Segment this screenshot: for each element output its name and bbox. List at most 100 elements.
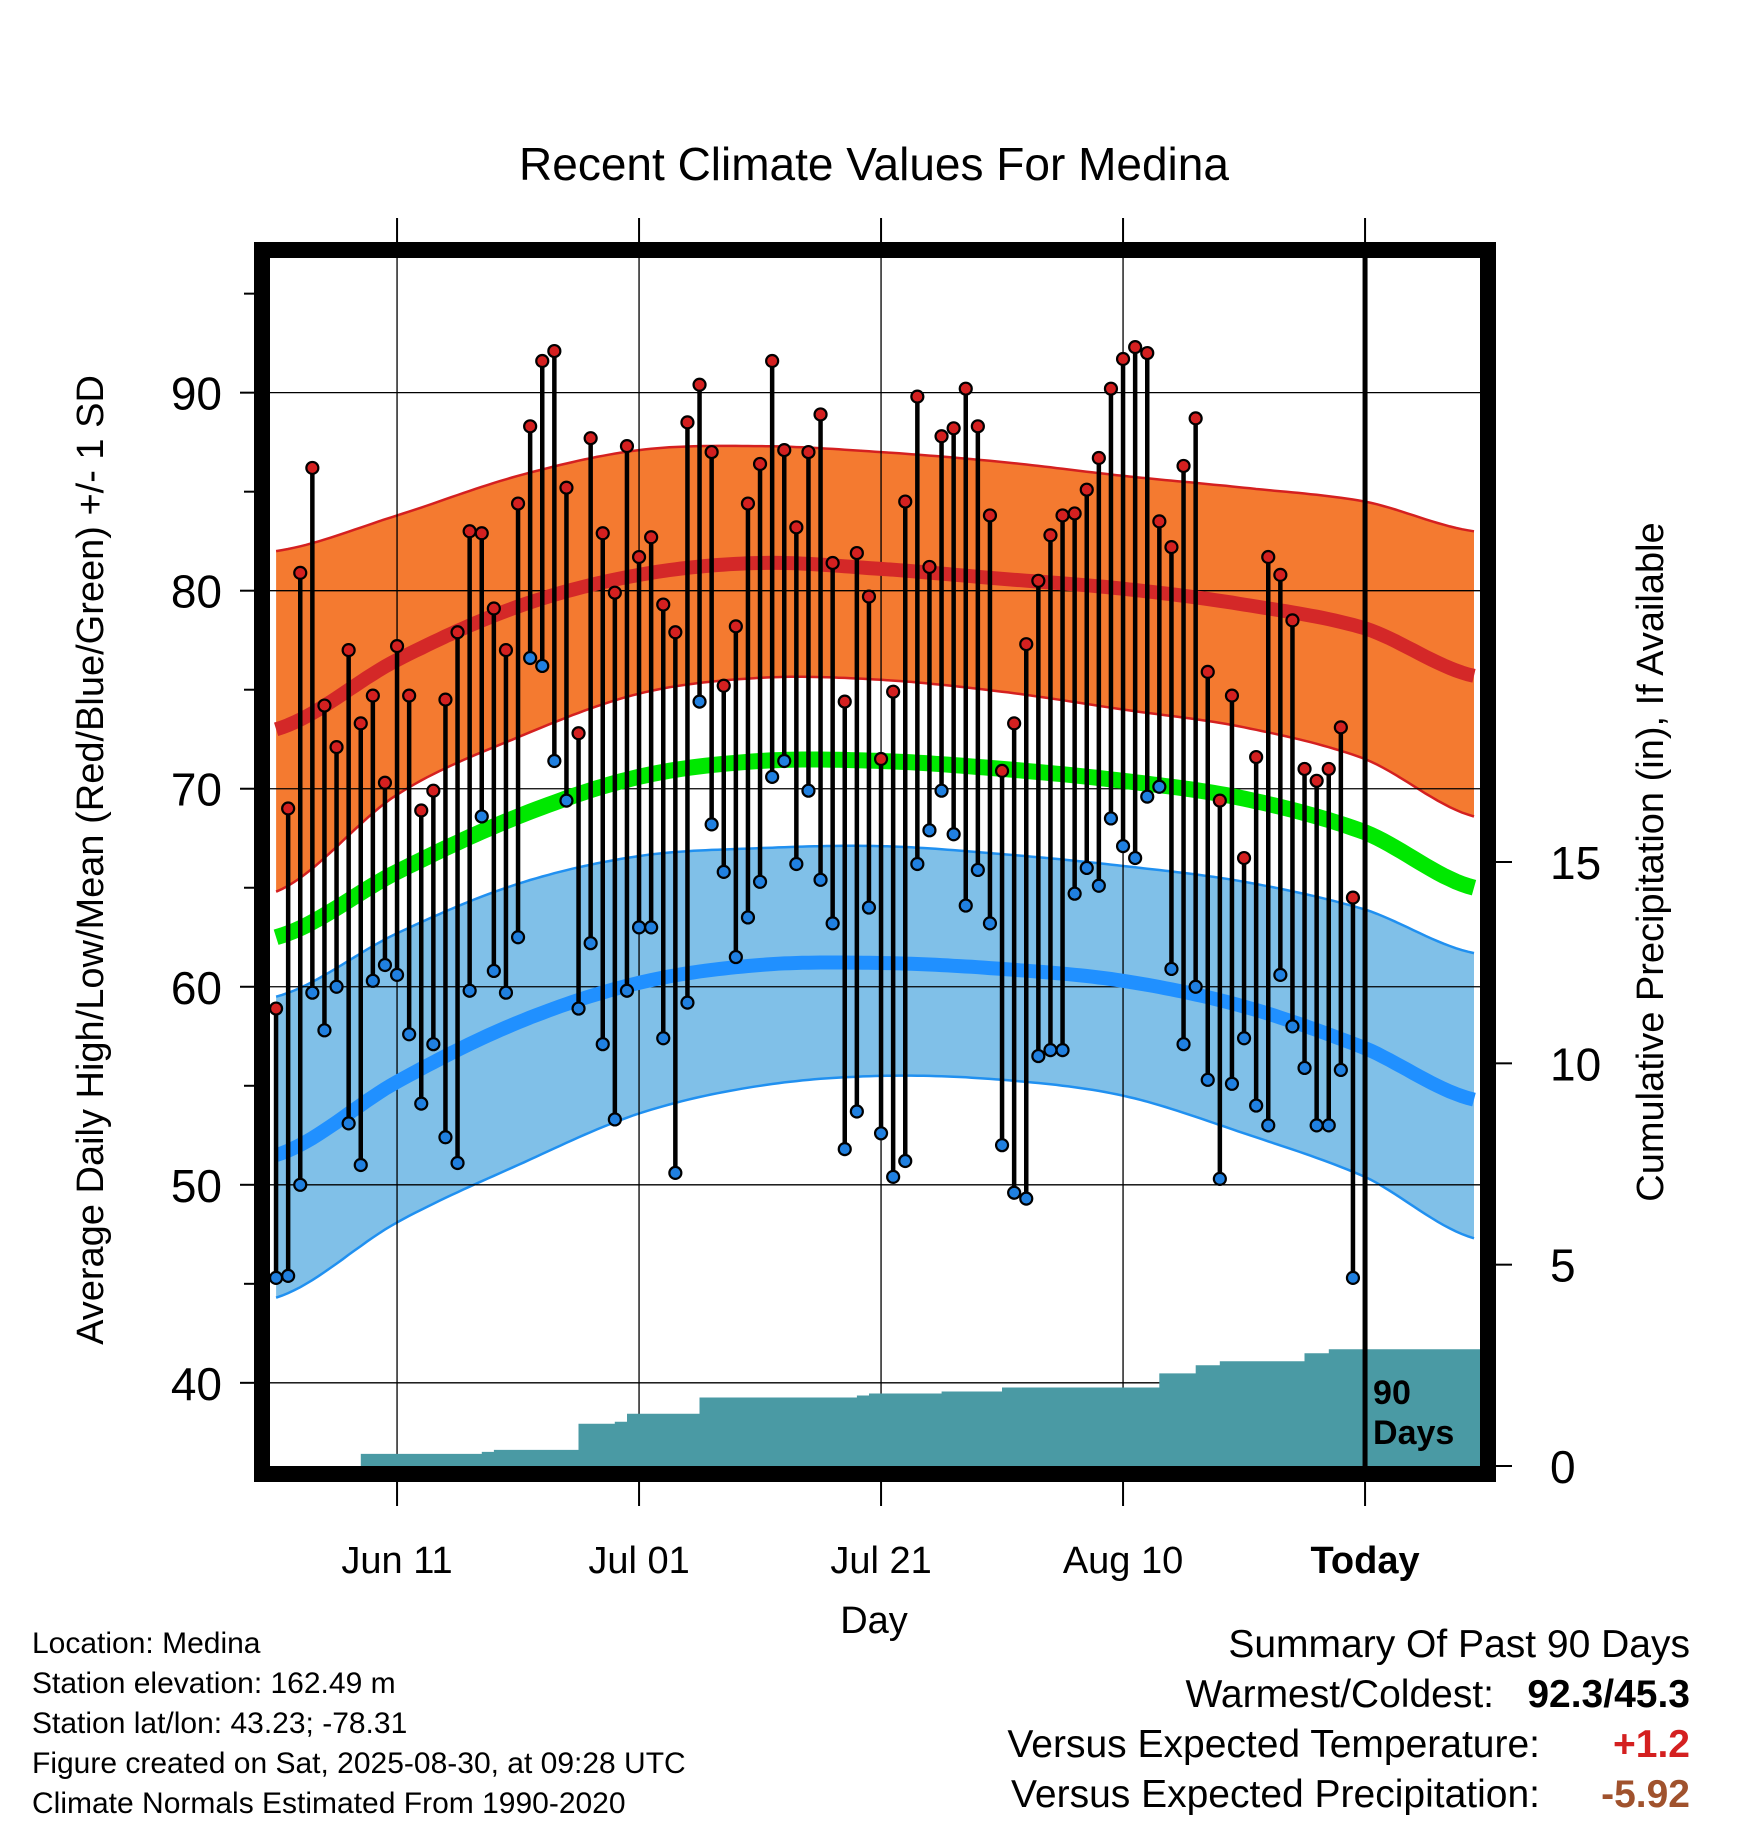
- high-point: [752, 456, 768, 472]
- high-point: [934, 429, 949, 444]
- high-point: [377, 775, 393, 790]
- low-point: [740, 910, 756, 925]
- low-point: [680, 995, 695, 1010]
- high-point: [474, 526, 489, 541]
- low-point: [1249, 1098, 1264, 1113]
- low-point: [498, 985, 514, 1000]
- precip-value: -5.92: [1601, 1773, 1690, 1816]
- precip-area: [276, 1349, 1486, 1466]
- low-point: [849, 1104, 864, 1119]
- high-point: [1140, 345, 1155, 361]
- high-point: [1019, 637, 1034, 652]
- low-point: [1176, 1037, 1191, 1052]
- low-point: [728, 949, 743, 965]
- high-point: [607, 585, 622, 600]
- today-days-label: 90: [1373, 1374, 1411, 1412]
- low-point: [1140, 789, 1155, 804]
- low-point: [547, 753, 562, 769]
- x-tick-label: Jun 11: [341, 1540, 452, 1582]
- low-point: [982, 916, 998, 931]
- high-point: [1031, 573, 1046, 588]
- high-point: [1043, 528, 1058, 543]
- low-point: [389, 967, 405, 982]
- low-point: [873, 1126, 889, 1141]
- low-point: [1273, 967, 1288, 982]
- high-point: [837, 694, 852, 709]
- summary-precip-row: Versus Expected Precipitation: -5.92: [1007, 1770, 1690, 1820]
- high-point: [886, 684, 901, 699]
- high-point: [1079, 482, 1094, 497]
- high-point: [389, 639, 405, 654]
- high-point: [535, 353, 550, 369]
- plot-frame: [254, 242, 1496, 1482]
- y2-tick-label: 10: [1550, 1038, 1601, 1090]
- high-point: [1261, 549, 1276, 565]
- low-point: [341, 1116, 356, 1131]
- low-point: [1115, 839, 1131, 854]
- low-point: [765, 769, 780, 784]
- low-sd-band-upper-edge: [275, 844, 1475, 998]
- high-sd-band-lower-edge: [275, 675, 1475, 893]
- high-point: [1212, 793, 1227, 808]
- high-point: [595, 526, 610, 541]
- high-point: [1333, 720, 1348, 735]
- y2-tick-label: 15: [1550, 837, 1601, 889]
- low-point: [1297, 1060, 1312, 1076]
- low-point: [268, 1270, 284, 1285]
- high-point: [1321, 761, 1336, 777]
- summary-warmest-row: Warmest/Coldest: 92.3/45.3: [1007, 1670, 1690, 1720]
- high-point: [644, 530, 659, 545]
- station-info: Location: Medina Station elevation: 162.…: [32, 1624, 686, 1824]
- low-point: [281, 1268, 296, 1283]
- high-point: [1152, 514, 1167, 529]
- x-tick-label: Today: [1311, 1540, 1420, 1582]
- high-point: [1309, 773, 1324, 788]
- low-point: [619, 983, 635, 998]
- high-point: [825, 555, 840, 571]
- temp-label: Versus Expected Temperature:: [1007, 1723, 1540, 1766]
- high-point: [789, 520, 804, 535]
- high-point: [547, 343, 562, 359]
- low-point: [1321, 1118, 1336, 1133]
- low-point: [353, 1157, 368, 1173]
- high-point: [994, 763, 1010, 779]
- high-point: [1297, 761, 1312, 777]
- high-point: [1224, 688, 1240, 703]
- low-point: [426, 1037, 441, 1052]
- high-point: [317, 698, 332, 713]
- low-point: [934, 783, 949, 798]
- high-point: [982, 508, 998, 523]
- low-point: [1043, 1043, 1058, 1058]
- low-point: [438, 1130, 453, 1145]
- high-point: [268, 1001, 284, 1016]
- y-tick-label: 40: [171, 1358, 222, 1410]
- low-point: [970, 862, 985, 878]
- high-point: [1236, 850, 1252, 866]
- x-tick-label: Jul 01: [588, 1540, 689, 1582]
- low-point: [462, 983, 477, 998]
- high-point: [740, 496, 756, 511]
- latlon-text: Station lat/lon: 43.23; -78.31: [32, 1707, 408, 1740]
- low-point: [777, 753, 792, 769]
- high-point: [861, 589, 877, 604]
- low-point: [414, 1096, 429, 1111]
- high-point: [426, 783, 441, 798]
- high-point: [668, 625, 683, 640]
- created-text: Figure created on Sat, 2025-08-30, at 09…: [32, 1747, 686, 1780]
- low-point: [293, 1177, 308, 1192]
- low-point: [474, 809, 489, 824]
- x-axis-label: Day: [840, 1600, 908, 1642]
- low-point: [789, 856, 804, 872]
- low-point: [595, 1037, 610, 1052]
- y-tick-label: 50: [171, 1160, 222, 1212]
- low-point: [922, 823, 937, 838]
- low-point: [365, 973, 380, 988]
- low-point: [656, 1031, 671, 1046]
- high-point: [498, 643, 514, 658]
- high-point: [692, 377, 707, 392]
- y-tick-label: 70: [171, 764, 222, 816]
- low-point: [1200, 1072, 1215, 1087]
- low-point: [898, 1153, 913, 1169]
- normal-high-line: [273, 555, 1476, 736]
